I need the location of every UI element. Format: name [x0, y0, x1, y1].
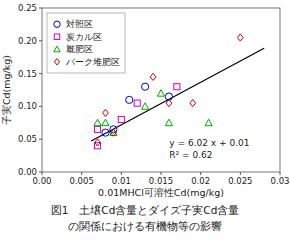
- annotation: R² = 0.62: [169, 150, 212, 160]
- point: [118, 116, 124, 122]
- point: [111, 129, 117, 136]
- y-tick: [39, 139, 42, 140]
- x-tick: [161, 172, 162, 175]
- point: [94, 119, 101, 125]
- point: [110, 129, 117, 135]
- x-tick-label: 0.005: [69, 176, 93, 186]
- chart: 0.00 0.005 0.01 0.015 0.02 0.025 0.03 0.00 0.05 0…: [0, 0, 290, 240]
- y-tick: [39, 8, 42, 9]
- legend-label: 炭カル区: [66, 32, 102, 42]
- title: 図1 土壌Cd含量とダイズ子実Cd含量: [51, 204, 240, 216]
- point: [103, 109, 109, 116]
- point: [205, 119, 212, 125]
- y-tick-label: 0.20: [18, 36, 37, 46]
- y-tick-label: 0.25: [18, 3, 37, 13]
- y-tick-label: 0.10: [18, 101, 37, 111]
- annotation: y = 6.02 x + 0.01: [169, 138, 249, 148]
- y-tick: [39, 172, 42, 173]
- point: [102, 119, 109, 125]
- point: [142, 103, 149, 109]
- y-axis-label: 子実Cd(mg/kg): [1, 55, 12, 125]
- point: [94, 126, 100, 132]
- legend-label: 対照区: [66, 19, 93, 29]
- y-tick: [39, 40, 42, 41]
- legend-marker: [54, 34, 59, 39]
- y-tick-label: 0.15: [18, 69, 37, 79]
- point: [166, 100, 172, 107]
- legend-label: 厩肥区: [66, 44, 93, 54]
- plot-frame: [42, 8, 280, 172]
- point: [174, 84, 180, 90]
- y-tick: [39, 106, 42, 107]
- subtitle: の関係における有機物等の影響: [68, 220, 222, 233]
- point: [102, 129, 109, 136]
- x-tick: [240, 172, 241, 175]
- point: [134, 100, 140, 106]
- point: [126, 96, 133, 103]
- x-tick: [81, 172, 82, 175]
- y-tick-label: 0.00: [18, 167, 37, 177]
- x-tick: [121, 172, 122, 175]
- point: [95, 139, 101, 146]
- legend-label: バーク堆肥区: [65, 57, 120, 67]
- legend-frame: [47, 13, 125, 73]
- legend-marker: [54, 21, 60, 27]
- x-tick: [280, 172, 281, 175]
- point: [150, 73, 156, 80]
- point: [157, 90, 164, 96]
- x-tick-label: 0.00: [33, 176, 52, 186]
- x-tick-label: 0.01: [112, 176, 131, 186]
- x-axis-label: 0.01MHCl可溶性Cd(mg/kg): [98, 187, 224, 198]
- y-tick: [39, 73, 42, 74]
- point: [142, 83, 149, 90]
- point: [190, 100, 196, 107]
- legend: 対照区炭カル区厩肥区バーク堆肥区: [47, 13, 125, 73]
- x-tick: [200, 172, 201, 175]
- point: [237, 34, 243, 41]
- x-tick-label: 0.02: [191, 176, 210, 186]
- x-tick-label: 0.015: [149, 176, 173, 186]
- x-tick-label: 0.025: [228, 176, 252, 186]
- y-tick-label: 0.05: [18, 134, 37, 144]
- point: [165, 119, 172, 125]
- legend-marker: [54, 46, 60, 52]
- x-tick-label: 0.03: [271, 176, 290, 186]
- legend-marker: [54, 59, 59, 65]
